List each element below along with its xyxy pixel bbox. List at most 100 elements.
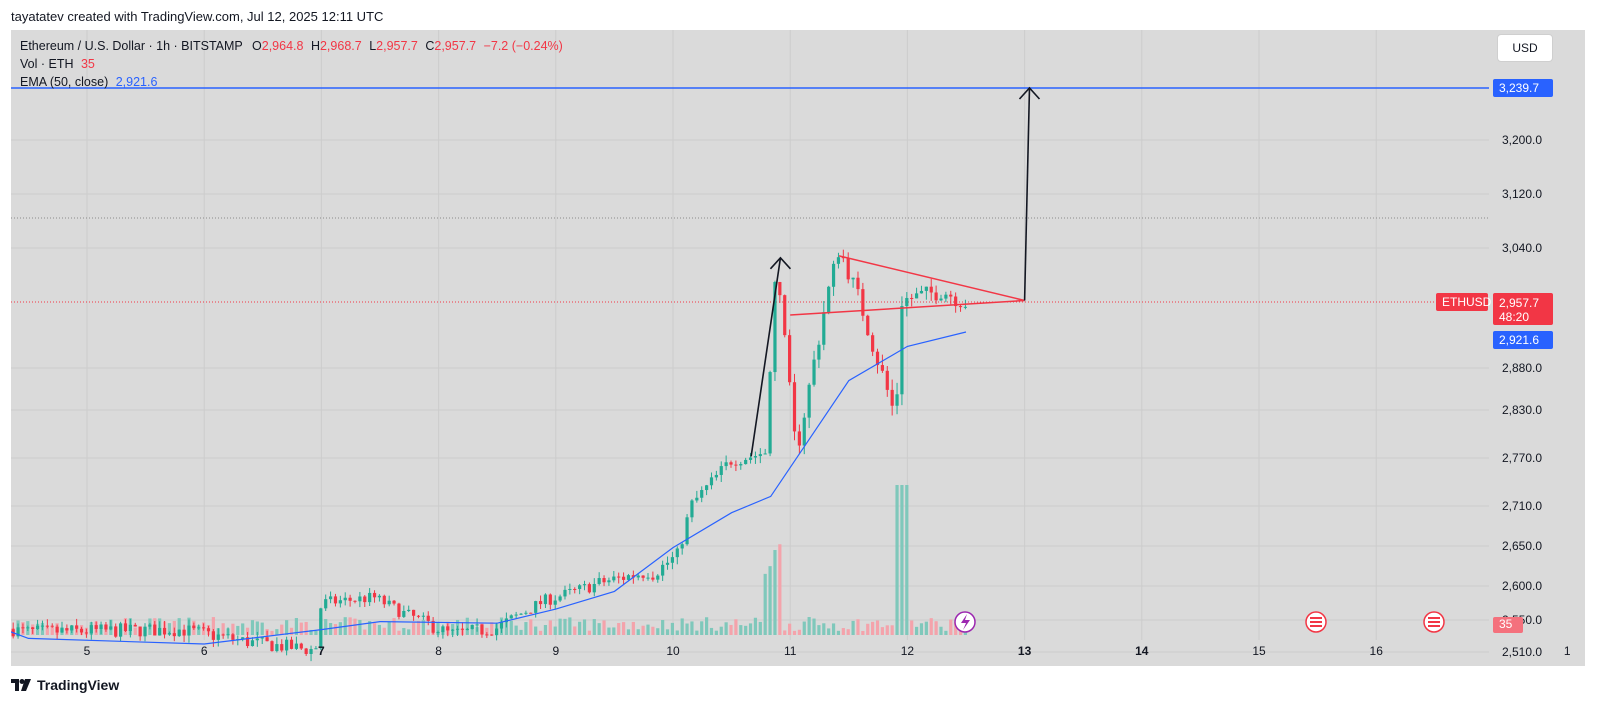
candle xyxy=(138,626,142,637)
volume-bar xyxy=(597,623,601,635)
footer-brand-text: TradingView xyxy=(37,677,120,693)
candle xyxy=(651,577,655,580)
tradingview-logo-icon xyxy=(11,679,31,691)
volume-bar xyxy=(260,622,264,635)
volume-bar xyxy=(602,620,606,635)
legend-volume-label[interactable]: Vol · ETH xyxy=(20,57,74,71)
candle xyxy=(84,632,89,634)
candle xyxy=(343,597,347,601)
volume-bar xyxy=(714,630,718,635)
candle xyxy=(104,624,108,630)
volume-bar xyxy=(387,621,391,635)
volume-bar xyxy=(621,622,626,635)
volume-bar xyxy=(905,485,909,635)
candles xyxy=(11,249,968,662)
volume-bar xyxy=(353,618,357,635)
candle xyxy=(245,637,250,647)
candle xyxy=(216,634,220,640)
legend-ema-label[interactable]: EMA (50, close) xyxy=(20,75,109,89)
candle xyxy=(436,632,440,634)
legend-high-value: 2,968.7 xyxy=(319,39,362,53)
candle xyxy=(885,370,889,390)
candle xyxy=(856,277,860,290)
y-tick-label: 2,650.0 xyxy=(1502,539,1542,553)
us-flag-event-icon-stripe xyxy=(1310,617,1322,619)
candle xyxy=(734,464,738,466)
volume-bar xyxy=(328,622,333,635)
candle xyxy=(206,628,211,632)
candle xyxy=(880,365,884,371)
candle xyxy=(753,456,758,458)
volume-bar xyxy=(744,625,748,635)
candle xyxy=(314,648,318,650)
candle xyxy=(421,615,425,617)
candle xyxy=(65,628,69,631)
candle xyxy=(402,610,406,617)
candle xyxy=(944,294,948,299)
volume-bar xyxy=(778,544,782,635)
candle xyxy=(211,631,215,640)
volume-bar xyxy=(177,618,181,635)
volume-bar xyxy=(690,621,694,635)
candle xyxy=(534,601,538,613)
candle xyxy=(866,315,870,336)
volume-bar xyxy=(436,622,440,635)
y-tick-label: 2,770.0 xyxy=(1502,451,1542,465)
candle xyxy=(709,477,714,486)
candle xyxy=(748,457,753,460)
candle xyxy=(470,624,474,629)
candle xyxy=(519,613,523,615)
volume-bar xyxy=(890,625,894,635)
volume-bar xyxy=(885,625,889,635)
candle xyxy=(778,282,782,296)
volume-bar xyxy=(646,624,650,635)
x-tick-label: 10 xyxy=(666,644,680,658)
candle xyxy=(411,609,416,616)
candle xyxy=(338,600,342,604)
volume-bar xyxy=(592,619,596,635)
volume-bar xyxy=(578,621,582,635)
candle xyxy=(792,382,797,432)
y-tick-label: 3,040.0 xyxy=(1502,241,1542,255)
volume-tag-bg xyxy=(1493,617,1523,633)
candle xyxy=(573,588,577,590)
volume-bar xyxy=(773,550,777,635)
flagpole-arrow xyxy=(750,257,782,457)
y-tick-label: 2,880.0 xyxy=(1502,361,1542,375)
footer-brand[interactable]: TradingView xyxy=(11,677,119,693)
candle xyxy=(524,612,528,614)
volume-bar xyxy=(465,617,469,635)
candle xyxy=(299,643,303,649)
volume-bar xyxy=(607,627,611,635)
chart-panel[interactable]: 3,200.0 3,120.0 3,040.0 2,880.0 2,830.0 2,770… xyxy=(11,30,1585,666)
volume-bar xyxy=(929,618,933,635)
candle xyxy=(509,615,513,619)
candle xyxy=(197,627,201,629)
candle xyxy=(924,286,928,291)
volume-bar xyxy=(558,618,562,635)
candle xyxy=(768,372,772,454)
price-chart[interactable]: 3,200.0 3,120.0 3,040.0 2,880.0 2,830.0 2,770… xyxy=(11,30,1585,666)
volume-bar xyxy=(954,622,958,635)
candle xyxy=(377,595,382,598)
legend-symbol[interactable]: Ethereum / U.S. Dollar · 1h · BITSTAMP xyxy=(20,39,243,53)
volume-bar xyxy=(519,629,523,635)
candle xyxy=(695,497,699,501)
candle xyxy=(475,624,479,626)
legend-volume-row: Vol · ETH 35 xyxy=(20,57,95,71)
volume-bar xyxy=(333,624,338,635)
volume-bar xyxy=(846,629,850,635)
triangle-upper-line xyxy=(838,255,1025,302)
candle xyxy=(905,297,909,307)
volume-bar xyxy=(587,630,591,635)
candle xyxy=(929,286,933,293)
candle xyxy=(675,548,679,558)
currency-button[interactable]: USD xyxy=(1497,34,1553,62)
volume-bar xyxy=(221,623,225,635)
x-tick-label: 15 xyxy=(1252,644,1266,658)
candle xyxy=(529,612,533,614)
volume-bar xyxy=(368,621,372,635)
candle xyxy=(807,384,811,418)
target-price-tag-bg xyxy=(1493,79,1553,97)
us-flag-event-icon-stripe xyxy=(1428,621,1440,623)
